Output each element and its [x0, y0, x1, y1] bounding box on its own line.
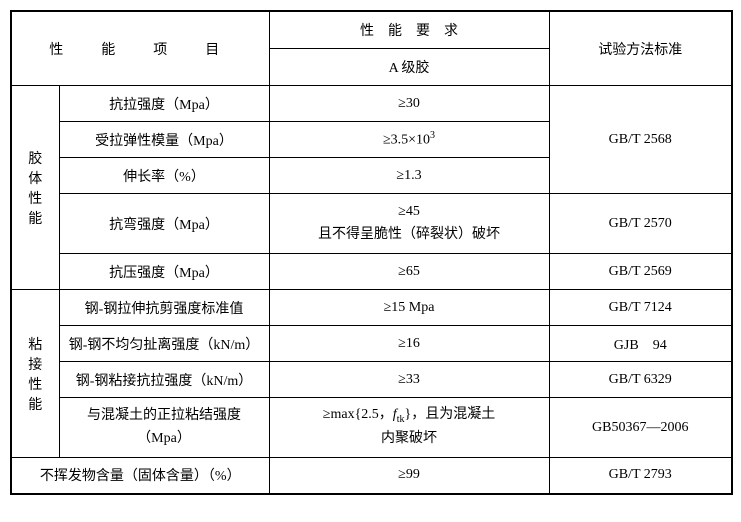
prop-tensile-strength: 抗拉强度（Mpa）	[59, 86, 269, 122]
header-requirement-sub: A 级胶	[269, 49, 549, 86]
table-row: 不挥发物含量（固体含量）（%） ≥99 GB/T 2793	[11, 458, 732, 494]
table-row: 与混凝土的正拉粘结强度（Mpa） ≥max{2.5，ftk}，且为混凝土内聚破坏…	[11, 398, 732, 458]
prop-elastic-modulus: 受拉弹性模量（Mpa）	[59, 122, 269, 158]
table-header-row-1: 性 能 项 目 性 能 要 求 试验方法标准	[11, 11, 732, 49]
std-6329: GB/T 6329	[549, 362, 732, 398]
val-flexural-strength: ≥45且不得呈脆性（碎裂状）破坏	[269, 194, 549, 254]
val-steel-uneven-peel: ≥16	[269, 326, 549, 362]
table-row: 抗压强度（Mpa） ≥65 GB/T 2569	[11, 254, 732, 290]
prop-steel-tensile-shear: 钢-钢拉伸抗剪强度标准值	[59, 290, 269, 326]
spec-table: 性 能 项 目 性 能 要 求 试验方法标准 A 级胶 胶体性能 抗拉强度（Mp…	[10, 10, 733, 495]
prop-compressive-strength: 抗压强度（Mpa）	[59, 254, 269, 290]
val-tensile-strength: ≥30	[269, 86, 549, 122]
std-2568: GB/T 2568	[549, 86, 732, 194]
val-compressive-strength: ≥65	[269, 254, 549, 290]
val-elongation: ≥1.3	[269, 158, 549, 194]
std-2570: GB/T 2570	[549, 194, 732, 254]
std-2793: GB/T 2793	[549, 458, 732, 494]
std-2569: GB/T 2569	[549, 254, 732, 290]
std-gb50367: GB50367—2006	[549, 398, 732, 458]
val-elastic-modulus: ≥3.5×103	[269, 122, 549, 158]
table-row: 钢-钢不均匀扯离强度（kN/m） ≥16 GJB 94	[11, 326, 732, 362]
prop-concrete-bond: 与混凝土的正拉粘结强度（Mpa）	[59, 398, 269, 458]
prop-flexural-strength: 抗弯强度（Mpa）	[59, 194, 269, 254]
table-row: 钢-钢粘接抗拉强度（kN/m） ≥33 GB/T 6329	[11, 362, 732, 398]
val-steel-tensile-shear: ≥15 Mpa	[269, 290, 549, 326]
category-gel: 胶体性能	[11, 86, 59, 290]
header-requirement: 性 能 要 求	[269, 11, 549, 49]
header-property: 性 能 项 目	[11, 11, 269, 86]
table-row: 粘接性能 钢-钢拉伸抗剪强度标准值 ≥15 Mpa GB/T 7124	[11, 290, 732, 326]
prop-steel-bond-tensile: 钢-钢粘接抗拉强度（kN/m）	[59, 362, 269, 398]
header-standard: 试验方法标准	[549, 11, 732, 86]
val-nonvolatile: ≥99	[269, 458, 549, 494]
category-bond: 粘接性能	[11, 290, 59, 458]
std-gjb94: GJB 94	[549, 326, 732, 362]
prop-nonvolatile: 不挥发物含量（固体含量）（%）	[11, 458, 269, 494]
prop-steel-uneven-peel: 钢-钢不均匀扯离强度（kN/m）	[59, 326, 269, 362]
std-7124: GB/T 7124	[549, 290, 732, 326]
table-row: 抗弯强度（Mpa） ≥45且不得呈脆性（碎裂状）破坏 GB/T 2570	[11, 194, 732, 254]
val-steel-bond-tensile: ≥33	[269, 362, 549, 398]
table-row: 胶体性能 抗拉强度（Mpa） ≥30 GB/T 2568	[11, 86, 732, 122]
prop-elongation: 伸长率（%）	[59, 158, 269, 194]
val-concrete-bond: ≥max{2.5，ftk}，且为混凝土内聚破坏	[269, 398, 549, 458]
